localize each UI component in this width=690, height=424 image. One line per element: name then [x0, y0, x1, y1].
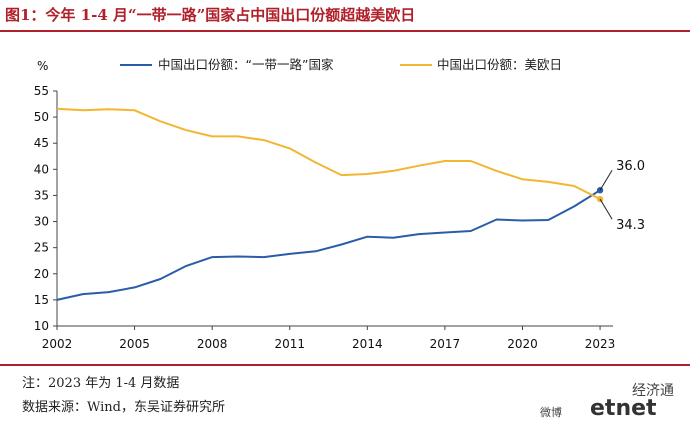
y-tick-label: 20: [34, 267, 49, 281]
data-label-brb-end: 36.0: [616, 159, 645, 174]
y-tick-label: 55: [34, 84, 49, 98]
chart-legend: 中国出口份额：“一带一路”国家 中国出口份额：美欧日: [120, 57, 562, 72]
chart-axes: % 10 15 20 25 30 35 40 45 50 55 2002 2005 2008 2011 201…: [34, 59, 616, 351]
callout-leader-brb: [599, 169, 613, 191]
title-underline: [0, 30, 690, 32]
x-tick-label: 2020: [507, 337, 538, 351]
chart-title: 图1：今年 1-4 月“一带一路”国家占中国出口份额超越美欧日: [5, 6, 416, 24]
x-tick-label: 2023: [585, 337, 616, 351]
y-tick-label: 35: [34, 188, 49, 202]
y-tick-label: 10: [34, 319, 49, 333]
series-line-brb: [56, 189, 601, 301]
y-tick-label: 45: [34, 136, 49, 150]
y-tick-label: 15: [34, 293, 49, 307]
legend-label-us-eu-jp: 中国出口份额：美欧日: [437, 57, 562, 72]
y-tick-label: 30: [34, 215, 49, 229]
y-tick-label: 50: [34, 110, 49, 124]
series-line-us-eu-jp: [56, 107, 601, 200]
watermark-brand-en: etnet: [590, 396, 657, 421]
x-tick-label: 2011: [274, 337, 305, 351]
chart-note: 注：2023 年为 1-4 月数据: [22, 376, 180, 391]
callout-leader-us-eu-jp: [599, 198, 613, 220]
chart-series: 36.0 34.3: [56, 107, 645, 301]
watermark-weibo: 微博: [540, 406, 562, 419]
y-tick-label: 40: [34, 162, 49, 176]
footer-rule: [0, 364, 690, 366]
data-label-us-eu-jp-end: 34.3: [616, 218, 645, 233]
chart-source: 数据来源：Wind，东吴证券研究所: [22, 400, 225, 415]
x-tick-label: 2008: [197, 337, 228, 351]
y-unit-label: %: [37, 59, 48, 73]
y-tick-label: 25: [34, 241, 49, 255]
x-tick-label: 2005: [119, 337, 150, 351]
x-tick-label: 2017: [430, 337, 461, 351]
line-chart: % 10 15 20 25 30 35 40 45 50 55 2002 2005 2008 2011 201…: [34, 57, 645, 351]
x-tick-label: 2002: [42, 337, 73, 351]
x-tick-label: 2014: [352, 337, 383, 351]
watermark-brand-cn: 经济通: [632, 383, 674, 399]
legend-label-brb: 中国出口份额：“一带一路”国家: [158, 57, 334, 72]
